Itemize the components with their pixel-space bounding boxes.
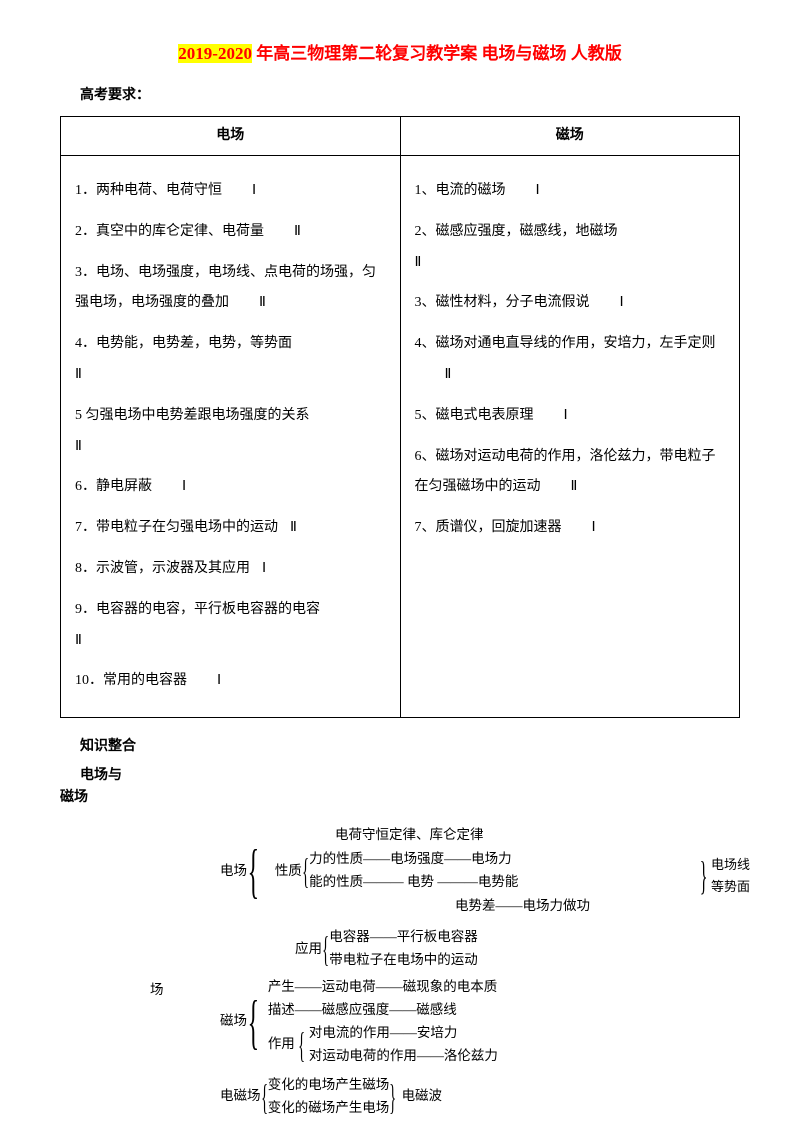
l10v: Ⅰ bbox=[217, 666, 221, 697]
efield-cell: 1．两种电荷、电荷守恒 Ⅰ 2．真空中的库仑定律、电荷量 Ⅱ 3．电场、电场强度，电… bbox=[61, 155, 401, 717]
mfield-node: 磁场 bbox=[220, 1010, 247, 1033]
l2: 2．真空中的库仑定律、电荷量 bbox=[75, 224, 264, 239]
page-title: 2019-2020 年高三物理第二轮复习教学案 电场与磁场 人教版 bbox=[60, 40, 740, 67]
tree-conservation: 电荷守恒定律、库仑定律 bbox=[335, 824, 740, 847]
em-wave: 电磁波 bbox=[402, 1085, 443, 1108]
m-generation: 产生——运动电荷——磁现象的电本质 bbox=[268, 976, 498, 999]
application-node: 应用 bbox=[295, 938, 322, 961]
r4v: Ⅱ bbox=[445, 360, 452, 391]
title-year: 2019-2020 bbox=[178, 44, 252, 63]
r4: 4、磁场对通电直导线的作用，安培力，左手定则 bbox=[415, 336, 716, 351]
r7: 7、质谱仪，回旋加速器 bbox=[415, 520, 562, 535]
l9v: Ⅱ bbox=[75, 633, 82, 648]
l8v: Ⅰ bbox=[262, 554, 266, 585]
efield-node: 电场 bbox=[220, 860, 247, 883]
force-property: 力的性质——电场强度——电场力 bbox=[309, 848, 518, 871]
em-gen1: 变化的电场产生磁场 bbox=[268, 1074, 390, 1097]
r1v: Ⅰ bbox=[536, 176, 540, 207]
topic-label1: 电场与 bbox=[80, 765, 740, 787]
r6: 6、磁场对运动电荷的作用，洛伦兹力，带电粒子在匀强磁场中的运动 bbox=[415, 449, 716, 495]
l6v: Ⅰ bbox=[182, 472, 186, 503]
r3v: Ⅰ bbox=[620, 288, 624, 319]
requirements-label: 高考要求： bbox=[80, 85, 740, 107]
capacitor: 电容器——平行板电容器 bbox=[329, 926, 478, 949]
col-header-mfield: 磁场 bbox=[400, 116, 740, 155]
emfield-node: 电磁场 bbox=[220, 1085, 261, 1108]
l9: 9．电容器的电容，平行板电容器的电容 bbox=[75, 602, 320, 617]
l3: 3．电场、电场强度，电场线、点电荷的场强，匀强电场，电场强度的叠加 bbox=[75, 265, 376, 311]
r5v: Ⅰ bbox=[564, 401, 568, 432]
r6v: Ⅱ bbox=[571, 472, 578, 503]
em-gen2: 变化的磁场产生电场 bbox=[268, 1097, 390, 1120]
property-node: 性质 bbox=[275, 860, 302, 883]
l4v: Ⅱ bbox=[75, 367, 82, 382]
tree-root: 场 bbox=[150, 979, 164, 1002]
l8: 8．示波管，示波器及其应用 bbox=[75, 561, 250, 576]
charged-particle: 带电粒子在电场中的运动 bbox=[329, 949, 478, 972]
lorentz-force: 对运动电荷的作用——洛伦兹力 bbox=[309, 1045, 498, 1068]
l3v: Ⅱ bbox=[259, 288, 266, 319]
r1: 1、电流的磁场 bbox=[415, 183, 506, 198]
title-rest: 年高三物理第二轮复习教学案 电场与磁场 人教版 bbox=[252, 44, 622, 63]
l2v: Ⅱ bbox=[294, 217, 301, 248]
r5: 5、磁电式电表原理 bbox=[415, 408, 534, 423]
topic-label2: 磁场 bbox=[60, 787, 740, 809]
mfield-cell: 1、电流的磁场 Ⅰ 2、磁感应强度，磁感线，地磁场 Ⅱ 3、磁性材料，分子电流假说 Ⅰ… bbox=[400, 155, 740, 717]
l6: 6．静电屏蔽 bbox=[75, 479, 152, 494]
concept-tree: 场 } 电场线 等势面 电荷守恒定律、库仑定律 电场 { 性质 { 力的性质——… bbox=[60, 824, 740, 1119]
l4: 4．电势能，电势差，电势，等势面 bbox=[75, 336, 292, 351]
l10: 10．常用的电容器 bbox=[75, 673, 187, 688]
m-action: 作用 bbox=[268, 1036, 295, 1051]
requirements-table: 电场 磁场 1．两种电荷、电荷守恒 Ⅰ 2．真空中的库仑定律、电荷量 Ⅱ 3．电场、… bbox=[60, 116, 740, 719]
r7v: Ⅰ bbox=[592, 513, 596, 544]
integration-label: 知识整合 bbox=[80, 736, 740, 758]
r2v: Ⅱ bbox=[415, 255, 422, 270]
annot-line: 电场线 bbox=[711, 857, 750, 872]
r3: 3、磁性材料，分子电流假说 bbox=[415, 295, 590, 310]
l1v: Ⅰ bbox=[252, 176, 256, 207]
ampere-force: 对电流的作用——安培力 bbox=[309, 1022, 498, 1045]
m-description: 描述——磁感应强度——磁感线 bbox=[268, 999, 498, 1022]
l7v: Ⅱ bbox=[290, 513, 297, 544]
potential-diff: 电势差——电场力做功 bbox=[455, 895, 740, 918]
col-header-efield: 电场 bbox=[61, 116, 401, 155]
l1: 1．两种电荷、电荷守恒 bbox=[75, 183, 222, 198]
l7: 7．带电粒子在匀强电场中的运动 bbox=[75, 520, 278, 535]
r2: 2、磁感应强度，磁感线，地磁场 bbox=[415, 224, 618, 239]
energy-property: 能的性质——— 电势 ———电势能 bbox=[309, 871, 518, 894]
annot-plane: 等势面 bbox=[711, 879, 750, 894]
right-annotation: } 电场线 等势面 bbox=[694, 854, 750, 898]
l5: 5 匀强电场中电势差跟电场强度的关系 bbox=[75, 408, 310, 423]
l5v: Ⅱ bbox=[75, 439, 82, 454]
